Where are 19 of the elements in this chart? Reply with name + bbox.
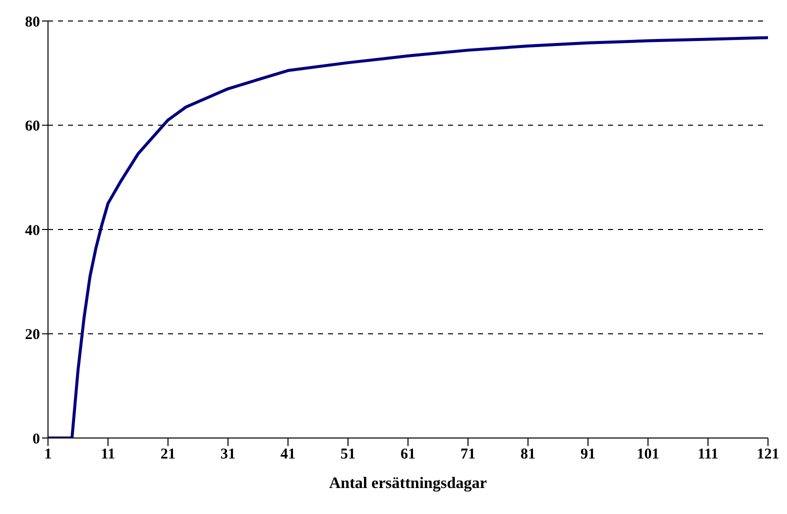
x-tick-label: 21 — [160, 446, 176, 463]
x-tick-label: 41 — [280, 446, 296, 463]
x-tick-label: 121 — [756, 446, 780, 463]
x-tick-label: 51 — [340, 446, 356, 463]
x-tick-label: 101 — [636, 446, 660, 463]
x-tick-label: 111 — [698, 446, 718, 463]
y-tick-label: 20 — [25, 327, 40, 344]
y-tick-label: 60 — [25, 118, 40, 135]
x-tick-label: 61 — [400, 446, 416, 463]
x-tick-label: 31 — [220, 446, 236, 463]
x-axis-title: Antal ersättningsdagar — [329, 475, 487, 492]
x-tick-label: 81 — [520, 446, 536, 463]
x-tick-label: 91 — [580, 446, 596, 463]
y-tick-label: 0 — [32, 431, 40, 448]
y-tick-label: 80 — [25, 14, 40, 30]
x-tick-label: 71 — [460, 446, 476, 463]
y-tick-label: 40 — [25, 222, 40, 239]
x-tick-label: 11 — [100, 446, 116, 463]
x-tick-label: 1 — [44, 446, 52, 463]
